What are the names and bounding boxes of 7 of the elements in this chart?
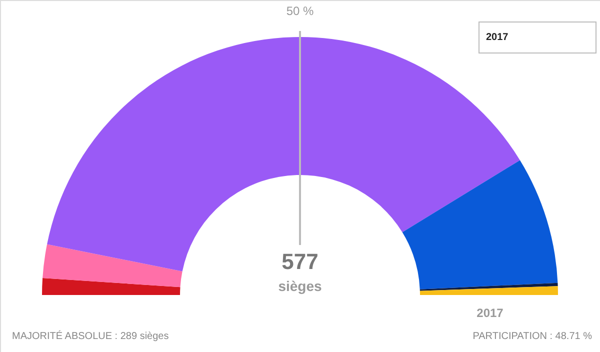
text: 2017 — [476, 306, 504, 320]
text: PARTICIPATION : 48.71 % — [472, 331, 592, 342]
text: 577 — [282, 249, 318, 274]
text: sièges — [278, 278, 322, 294]
text: 2017 — [486, 32, 509, 43]
text: 50 % — [286, 4, 314, 18]
text: MAJORITÉ ABSOLUE : 289 sièges — [12, 330, 169, 342]
